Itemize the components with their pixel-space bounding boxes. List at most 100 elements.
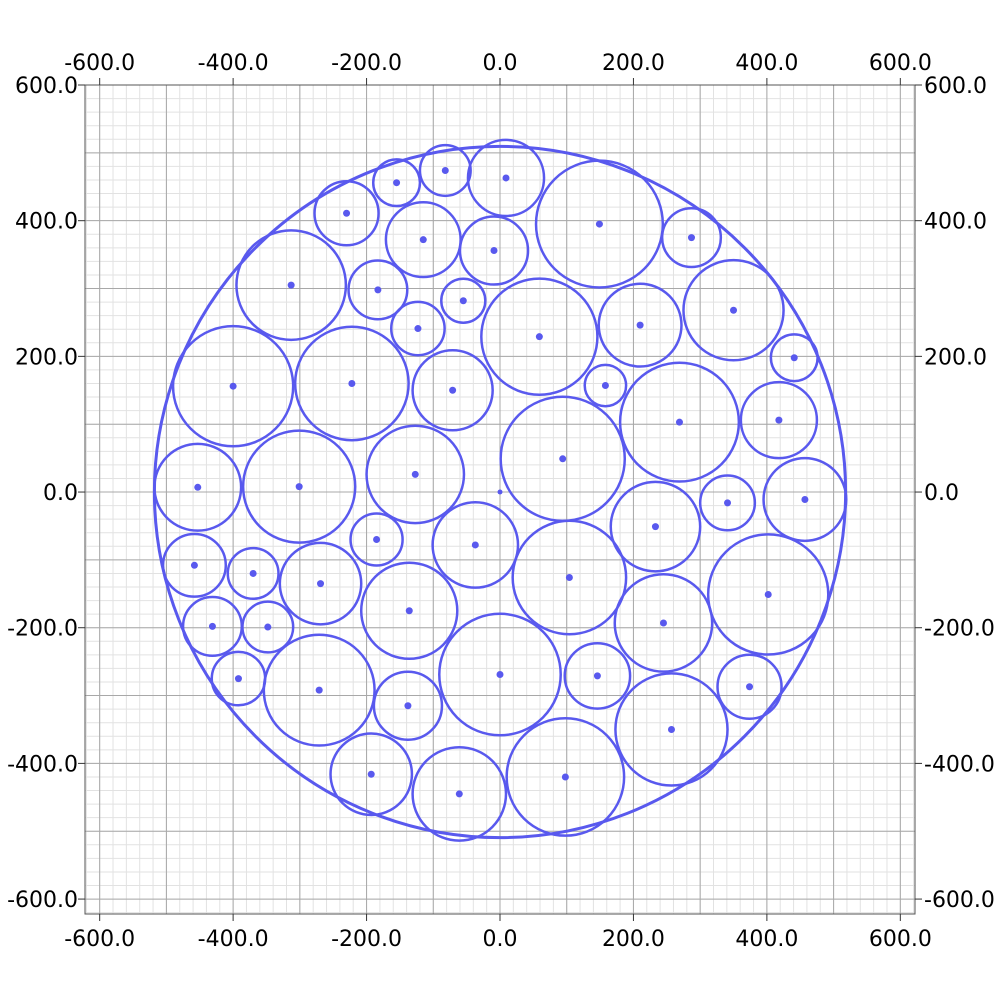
circle-center-point	[535, 333, 543, 341]
circle-center-point	[419, 236, 427, 244]
packed-circle	[613, 573, 714, 673]
y-tick-label-right: 600.0	[924, 74, 987, 99]
circle-center-point	[801, 496, 809, 503]
circle-center-point	[287, 281, 295, 289]
circle-center-point	[651, 523, 659, 531]
circle-center-point	[675, 418, 683, 426]
x-tick-label-top: -600.0	[64, 51, 135, 76]
packed-circle	[293, 325, 410, 442]
packed-circle	[762, 456, 848, 543]
y-tick-label-right: -600.0	[924, 888, 995, 913]
circle-center-point	[775, 416, 783, 424]
x-tick-label-bottom: 200.0	[602, 927, 665, 952]
packed-circle	[597, 282, 683, 368]
y-tick-label-left: -400.0	[7, 752, 78, 777]
y-tick-label-right: -200.0	[924, 617, 995, 642]
circle-center-point	[455, 790, 463, 798]
circle-center-point	[393, 179, 401, 187]
packed-circle	[511, 519, 628, 636]
packed-circle	[534, 159, 665, 289]
circle-center-point	[667, 725, 675, 733]
tick-labels: -600.0 -600.0 -400.0 -400.0 -200.0 -200.0 0.0 0…	[7, 51, 995, 952]
packed-circle	[278, 541, 363, 626]
circle-center-point	[194, 483, 202, 491]
packed-circle	[440, 277, 487, 324]
circle-center-point	[561, 773, 569, 781]
y-tick-label-right: -400.0	[924, 752, 995, 777]
packed-circle	[583, 363, 628, 408]
circle-center-point	[601, 382, 609, 390]
packed-circle	[365, 424, 466, 525]
x-tick-label-top: 200.0	[602, 51, 665, 76]
y-tick-label-right: 0.0	[924, 481, 959, 506]
circle-center-point	[234, 675, 242, 683]
packed-circle	[161, 532, 228, 598]
packed-circle	[660, 207, 723, 269]
packed-circle	[347, 259, 409, 321]
circle-center-point	[348, 379, 356, 387]
circle-center-point	[449, 386, 457, 394]
y-tick-label-left: 0.0	[43, 481, 78, 506]
circle-center-point	[790, 354, 798, 362]
packed-circle	[458, 215, 530, 286]
circle-center-point	[405, 607, 413, 615]
circle-center-point	[471, 541, 479, 549]
circle-center-point	[565, 574, 573, 582]
packed-circle	[313, 179, 380, 247]
x-tick-label-bottom: -200.0	[331, 927, 402, 952]
circle-center-point	[414, 325, 422, 333]
circle-center-point	[441, 166, 449, 174]
x-tick-label-bottom: 400.0	[735, 927, 798, 952]
circle-center-point	[315, 686, 323, 694]
packed-circle	[739, 380, 819, 460]
circles	[152, 138, 848, 842]
packed-circle	[706, 533, 830, 656]
packed-circle	[235, 229, 348, 342]
circle-center-point	[496, 671, 504, 679]
circle-center-point	[404, 702, 412, 710]
circle-center-point	[746, 683, 754, 691]
circle-center-point	[249, 569, 257, 577]
x-tick-label-top: 400.0	[735, 51, 798, 76]
circle-center-point	[559, 455, 567, 463]
packed-circle	[349, 512, 404, 567]
packed-circle	[411, 348, 494, 432]
circle-center-point	[490, 247, 498, 255]
x-tick-label-top: -400.0	[198, 51, 269, 76]
packed-circle	[210, 650, 267, 707]
y-tick-label-left: -200.0	[7, 617, 78, 642]
y-tick-label-right: 400.0	[924, 210, 987, 235]
packed-circle	[698, 474, 757, 532]
x-tick-label-top: 0.0	[483, 51, 518, 76]
packed-circle	[505, 717, 626, 837]
circle-center-point	[593, 672, 601, 680]
packed-circle	[480, 277, 599, 396]
x-tick-label-bottom: -600.0	[64, 927, 135, 952]
packed-circle	[153, 442, 243, 532]
packed-circle	[431, 501, 520, 589]
circle-center-point	[636, 321, 644, 329]
circle-center-point	[374, 286, 382, 294]
circle-center-point	[687, 234, 695, 242]
packed-circle	[618, 361, 741, 483]
circle-center-point	[411, 470, 419, 478]
packed-circle	[716, 653, 783, 721]
circle-center-point	[343, 209, 351, 217]
packed-circle	[389, 300, 446, 357]
circle-center-point	[190, 561, 198, 569]
circle-center-point	[459, 297, 467, 305]
packed-circle	[563, 641, 632, 710]
circle-center-point	[497, 489, 503, 495]
x-tick-label-top: -200.0	[331, 51, 402, 76]
packed-circle	[418, 143, 472, 198]
x-tick-label-bottom: -400.0	[198, 927, 269, 952]
packed-circle	[241, 600, 295, 654]
packed-circle	[438, 612, 562, 737]
y-tick-label-left: 600.0	[15, 74, 78, 99]
packed-circle	[372, 670, 444, 742]
circle-center-point	[724, 499, 732, 507]
axis-ticks	[78, 78, 922, 921]
packed-circle	[371, 158, 422, 208]
packed-circle	[359, 561, 459, 661]
